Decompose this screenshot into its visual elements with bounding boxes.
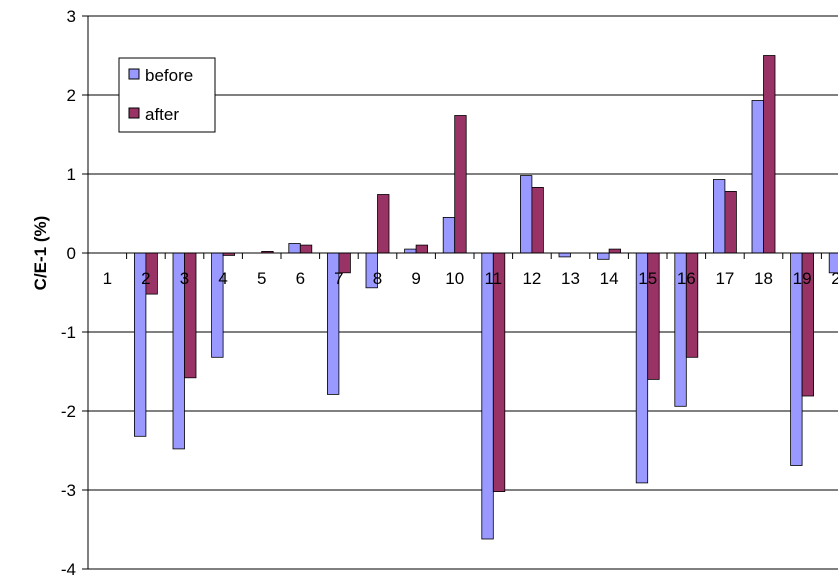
y-tick-label: 2 bbox=[67, 86, 76, 105]
y-tick-labels: -4 -3 -2 -1 0 1 2 3 bbox=[61, 7, 76, 575]
legend-label-before: before bbox=[145, 66, 193, 85]
x-tick-label: 15 bbox=[638, 269, 657, 288]
y-tick-label: -2 bbox=[61, 402, 76, 421]
x-tick-labels: 1234567891011121314151617181920 bbox=[103, 269, 838, 288]
bar-before-14 bbox=[597, 252, 610, 260]
bar-after-6 bbox=[299, 244, 313, 254]
bar-before-12 bbox=[520, 175, 533, 254]
x-tick-label: 4 bbox=[218, 269, 227, 288]
bar-before-10 bbox=[442, 216, 456, 254]
x-tick-label: 10 bbox=[445, 269, 464, 288]
bar-before-18 bbox=[751, 100, 764, 254]
y-tick-label: 3 bbox=[67, 7, 76, 26]
legend: before after bbox=[118, 57, 216, 133]
x-tick-label: 14 bbox=[600, 269, 619, 288]
bar-after-9 bbox=[415, 244, 429, 254]
x-tick-label: 7 bbox=[334, 269, 343, 288]
bars bbox=[133, 55, 838, 540]
y-tick-label: -1 bbox=[61, 323, 76, 342]
bar-before-6 bbox=[288, 243, 301, 254]
bar-after-14 bbox=[608, 248, 621, 254]
x-tick-label: 3 bbox=[180, 269, 189, 288]
y-tick-label: -3 bbox=[61, 481, 76, 500]
bar-before-13 bbox=[558, 252, 571, 258]
legend-label-after: after bbox=[145, 105, 179, 124]
x-tick-label: 8 bbox=[373, 269, 382, 288]
y-tick-label: 0 bbox=[67, 244, 76, 263]
x-tick-label: 17 bbox=[715, 269, 734, 288]
x-tick-label: 20 bbox=[831, 269, 838, 288]
legend-swatch-before bbox=[128, 68, 140, 80]
x-tick-label: 9 bbox=[411, 269, 420, 288]
x-tick-label: 5 bbox=[257, 269, 266, 288]
x-tick-label: 18 bbox=[754, 269, 773, 288]
y-axis-title: C/E-1 (%) bbox=[31, 216, 50, 291]
bar-after-10 bbox=[454, 115, 467, 254]
y-tick-label: 1 bbox=[67, 165, 76, 184]
y-tick-label: -4 bbox=[61, 560, 76, 575]
x-tick-label: 2 bbox=[141, 269, 150, 288]
x-tick-label: 12 bbox=[522, 269, 541, 288]
x-tick-label: 16 bbox=[677, 269, 696, 288]
x-tick-label: 1 bbox=[103, 269, 112, 288]
bar-before-17 bbox=[713, 179, 726, 254]
x-tick-label: 13 bbox=[561, 269, 580, 288]
bar-after-11 bbox=[492, 252, 506, 493]
bar-before-9 bbox=[404, 248, 417, 254]
x-tick-label: 6 bbox=[296, 269, 305, 288]
axis-ticks bbox=[82, 15, 822, 570]
bar-after-8 bbox=[377, 194, 390, 254]
bar-after-12 bbox=[531, 186, 544, 254]
bar-before-11 bbox=[481, 252, 494, 540]
bar-after-17 bbox=[724, 190, 737, 254]
x-tick-label: 19 bbox=[793, 269, 812, 288]
bar-after-18 bbox=[763, 55, 776, 254]
x-tick-label: 11 bbox=[484, 269, 502, 288]
legend-swatch-after bbox=[128, 107, 140, 119]
